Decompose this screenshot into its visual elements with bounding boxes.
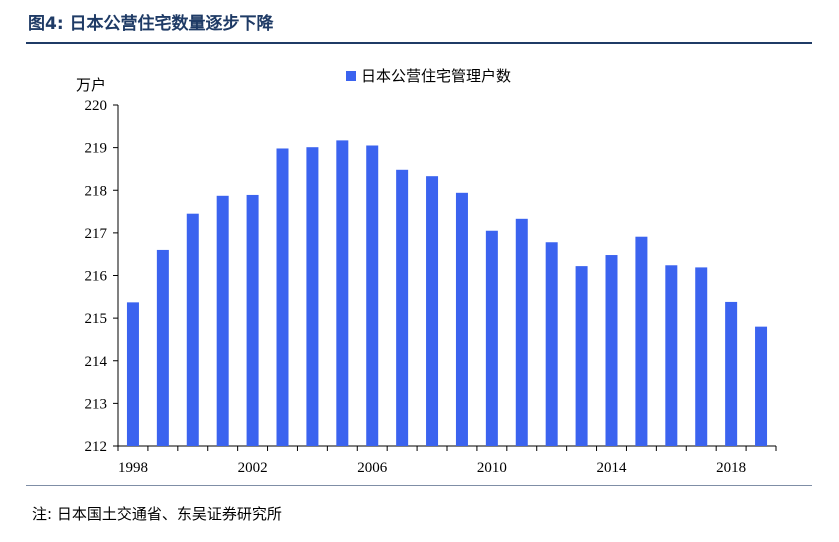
legend: 日本公营住宅管理户数 <box>346 67 511 85</box>
bar-2007 <box>396 169 409 447</box>
x-tick-label: 2006 <box>357 460 388 476</box>
legend-label: 日本公营住宅管理户数 <box>361 67 511 85</box>
bar-2018 <box>725 301 738 446</box>
y-tick-label: 220 <box>85 98 108 114</box>
y-tick-label: 216 <box>85 269 108 285</box>
y-tick-label: 214 <box>85 354 108 370</box>
y-axis: 212 213 214 215 216 217 218 219 220 <box>85 98 119 455</box>
y-tick-label: 215 <box>85 311 108 327</box>
bar-2008 <box>426 176 439 446</box>
bar-2000 <box>186 213 199 446</box>
bar-2016 <box>665 265 678 446</box>
y-tick-label: 212 <box>85 439 108 455</box>
footer-divider <box>26 485 812 486</box>
bar-2001 <box>216 195 229 446</box>
figure-title: 图4: 日本公营住宅数量逐步下降 <box>28 14 274 34</box>
bar-2012 <box>545 242 558 446</box>
bar-2010 <box>485 230 498 446</box>
bar-1999 <box>156 249 169 446</box>
x-axis: 1998 2002 2006 2010 2014 2018 <box>117 445 777 476</box>
bar-series <box>126 140 768 447</box>
bar-2013 <box>575 266 588 446</box>
y-tick-label: 217 <box>85 226 108 242</box>
bar-2009 <box>455 192 468 446</box>
y-tick-label: 219 <box>85 141 108 157</box>
y-axis-label: 万户 <box>76 77 106 94</box>
bar-2015 <box>635 236 648 446</box>
legend-swatch <box>346 71 356 81</box>
source-note: 注: 日本国土交通省、东吴证券研究所 <box>32 505 282 523</box>
bar-2011 <box>515 218 528 446</box>
bar-2002 <box>246 194 259 446</box>
x-tick-label: 2010 <box>477 460 507 476</box>
bar-2004 <box>306 147 319 447</box>
bar-1998 <box>126 302 139 446</box>
bar-2003 <box>276 148 289 447</box>
x-tick-label: 2002 <box>238 460 268 476</box>
y-tick-label: 213 <box>85 396 108 412</box>
bar-2019 <box>755 326 768 446</box>
bar-2017 <box>695 267 708 446</box>
bar-2006 <box>366 145 379 446</box>
title-divider <box>26 42 812 44</box>
x-tick-label: 2014 <box>597 460 628 476</box>
bar-2014 <box>605 255 618 446</box>
y-tick-label: 218 <box>85 183 108 199</box>
bar-2005 <box>336 140 349 446</box>
x-tick-label: 2018 <box>716 460 746 476</box>
x-tick-label: 1998 <box>118 460 148 476</box>
